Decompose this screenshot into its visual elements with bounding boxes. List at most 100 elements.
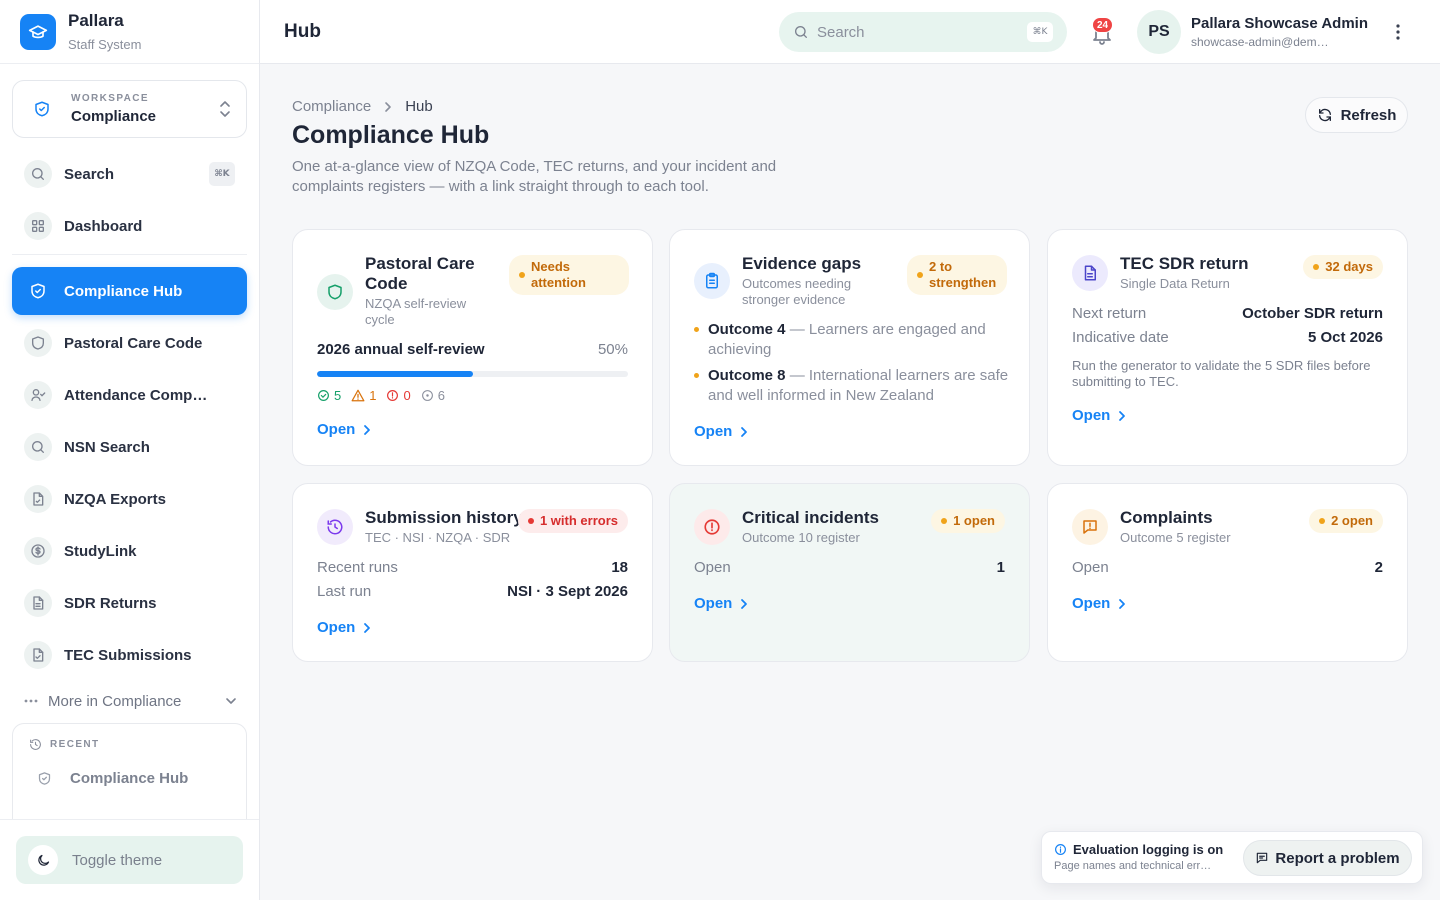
open-link[interactable]: Open: [1072, 595, 1126, 612]
brand[interactable]: Pallara Staff System: [0, 0, 259, 64]
more-in-compliance[interactable]: More in Compliance: [24, 688, 238, 714]
open-count-row: Open 1: [694, 559, 1005, 576]
open-count-value: 2: [1374, 559, 1383, 576]
open-count-label: Open: [694, 559, 731, 576]
sidebar-item-sdr-returns[interactable]: SDR Returns: [12, 579, 247, 627]
status-badge: 2 open: [1309, 509, 1383, 533]
last-run-value: NSI · 3 Sept 2026: [507, 583, 628, 600]
stat-done-count: 5: [334, 388, 342, 403]
sidebar-item-nzqa-exports[interactable]: NZQA Exports: [12, 475, 247, 523]
message-alert-icon: [1072, 509, 1108, 545]
chevron-right-icon: [732, 598, 748, 610]
shield-icon: [24, 277, 52, 305]
recent-item[interactable]: Compliance Hub: [37, 770, 188, 787]
sidebar-footer: Toggle theme: [0, 819, 259, 900]
dollar-icon: [24, 537, 52, 565]
progress-bar: [317, 371, 628, 377]
sidebar-item-attendance-compliance[interactable]: Attendance Comp…: [12, 371, 247, 419]
open-label: Open: [1072, 407, 1111, 424]
report-problem-button[interactable]: Report a problem: [1243, 840, 1412, 876]
evidence-gaps-card: Evidence gaps Outcomes needing stronger …: [669, 229, 1030, 466]
next-return-row: Next return October SDR return: [1072, 305, 1383, 322]
breadcrumb-parent[interactable]: Compliance: [292, 98, 372, 115]
progress-fill: [317, 371, 473, 377]
card-subtitle: Outcome 5 register: [1120, 530, 1231, 545]
chevron-right-icon: [1110, 410, 1126, 422]
refresh-label: Refresh: [1340, 106, 1397, 124]
refresh-icon: [1317, 107, 1341, 123]
open-link[interactable]: Open: [317, 421, 371, 438]
status-badge: 2 to strengthen: [907, 255, 1007, 295]
open-label: Open: [1072, 595, 1111, 612]
stat-pending: 6: [421, 388, 445, 403]
indicative-date-value: 5 Oct 2026: [1307, 329, 1383, 346]
outcome-item[interactable]: Outcome 4 — Learners are engaged and ach…: [694, 320, 1014, 360]
sidebar-item-label: TEC Submissions: [64, 646, 192, 664]
open-label: Open: [317, 619, 356, 636]
outcome-desc: — Learners are engaged and achieving: [708, 321, 986, 358]
open-link[interactable]: Open: [1072, 407, 1126, 424]
open-link[interactable]: Open: [694, 595, 748, 612]
file-check-icon: [24, 641, 52, 669]
breadcrumb-current: Hub: [405, 98, 433, 115]
card-title: Complaints: [1120, 508, 1213, 527]
sidebar-item-pastoral-care-code[interactable]: Pastoral Care Code: [12, 319, 247, 367]
info-icon: [1054, 843, 1073, 856]
search-icon: [793, 24, 809, 40]
file-icon: [24, 485, 52, 513]
user-name[interactable]: Pallara Showcase Admin: [1191, 15, 1369, 32]
shield-icon: [317, 274, 353, 310]
open-link[interactable]: Open: [694, 423, 748, 440]
card-subtitle: TEC · NSI · NZQA · SDR: [365, 530, 511, 545]
search-icon: [24, 160, 52, 188]
next-return-label: Next return: [1072, 305, 1147, 322]
recent-item-label: Compliance Hub: [70, 770, 189, 787]
toast-subtitle: Page names and technical err…: [1054, 860, 1212, 872]
sidebar-item-dashboard[interactable]: Dashboard: [12, 202, 247, 250]
card-subtitle: NZQA self-review cycle: [365, 296, 467, 327]
stat-pending-count: 6: [437, 388, 445, 403]
stat-warnings: 1: [351, 388, 376, 403]
sidebar-item-compliance-hub[interactable]: Compliance Hub: [12, 267, 247, 315]
complaints-card: Complaints Outcome 5 register 2 open Ope…: [1047, 483, 1408, 662]
workspace-value: Compliance: [71, 108, 157, 125]
workspace-switcher[interactable]: WORKSPACE Compliance: [12, 80, 247, 138]
outcome-name: Outcome 4: [708, 321, 786, 338]
outcome-item[interactable]: Outcome 8 — International learners are s…: [694, 366, 1014, 406]
more-vertical-icon[interactable]: [1388, 22, 1408, 42]
open-link[interactable]: Open: [317, 619, 371, 636]
open-label: Open: [317, 421, 356, 438]
search-input[interactable]: Search ⌘K: [779, 12, 1067, 52]
outcome-desc: — International learners are safe and we…: [708, 367, 1009, 404]
toggle-theme-button[interactable]: Toggle theme: [16, 836, 243, 884]
user-email: showcase-admin@dem…: [1191, 35, 1329, 49]
card-title: TEC SDR return: [1120, 254, 1249, 273]
page-description: One at-a-glance view of NZQA Code, TEC r…: [292, 158, 777, 195]
sidebar-item-studylink[interactable]: StudyLink: [12, 527, 247, 575]
recent-caption: RECENT: [29, 738, 100, 751]
sidebar-item-tec-submissions[interactable]: TEC Submissions: [12, 631, 247, 679]
sidebar-item-search[interactable]: Search ⌘K: [12, 150, 247, 198]
shortcut-hint: ⌘K: [1027, 22, 1053, 42]
refresh-button[interactable]: Refresh: [1305, 97, 1408, 133]
open-count-label: Open: [1072, 559, 1109, 576]
review-stats: 5 1 0 6: [317, 388, 455, 403]
sidebar-item-label: Dashboard: [64, 217, 143, 235]
avatar[interactable]: PS: [1137, 10, 1181, 54]
next-return-value: October SDR return: [1242, 305, 1383, 322]
open-count-row: Open 2: [1072, 559, 1383, 576]
sidebar-item-label: StudyLink: [64, 542, 137, 560]
card-title: Submission history: [365, 508, 523, 527]
history-icon: [317, 509, 353, 545]
review-label: 2026 annual self-review: [317, 341, 485, 358]
file-text-icon: [1072, 255, 1108, 291]
sidebar-item-nsn-search[interactable]: NSN Search: [12, 423, 247, 471]
report-problem-label: Report a problem: [1275, 849, 1400, 867]
chevron-right-icon: [383, 101, 393, 113]
clipboard-list-icon: [694, 263, 730, 299]
shield-icon: [24, 329, 52, 357]
card-subtitle: Single Data Return: [1120, 276, 1230, 291]
chevron-down-icon: [224, 694, 238, 708]
shield-check-icon: [29, 96, 55, 122]
recent-runs-row: Recent runs 18: [317, 559, 628, 576]
